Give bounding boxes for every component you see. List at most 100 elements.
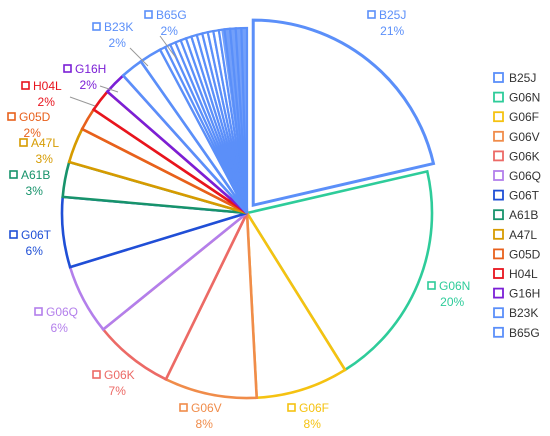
legend-item-b23k[interactable]: B23K (493, 306, 538, 320)
legend-label: G06Q (509, 169, 541, 183)
slice-label-category: B25J (379, 8, 406, 22)
legend-swatch (493, 326, 504, 338)
legend-swatch (493, 307, 504, 319)
legend-swatch (493, 209, 504, 221)
legend-swatch (493, 130, 504, 142)
legend-item-g16h[interactable]: G16H (493, 287, 540, 301)
slice-label-g06t: G06T 6% (9, 228, 52, 258)
pie-slice-other-dense (221, 28, 247, 213)
legend-swatch (493, 170, 504, 181)
legend-swatch (493, 228, 504, 240)
legend-label: G06V (509, 130, 540, 144)
slice-label-h04l: H04L 2% (21, 79, 62, 109)
legend-item-b65g[interactable]: B65G (493, 326, 540, 340)
legend-label: B25J (509, 71, 536, 85)
legend-label: A47L (509, 228, 537, 242)
slice-label-percent: 8% (196, 417, 214, 431)
legend-item-a47l[interactable]: A47L (493, 228, 537, 242)
leader-line-b23k (129, 47, 149, 67)
legend-item-h04l[interactable]: H04L (493, 267, 538, 281)
slice-label-category: H04L (33, 79, 62, 93)
leader-line-h04l (69, 96, 96, 107)
legend-swatch (493, 91, 504, 103)
legend-item-g06v[interactable]: G06V (493, 130, 540, 144)
slice-label-g06f: G06F 8% (287, 401, 329, 431)
pie-slice-g06v[interactable] (164, 207, 259, 400)
slice-label-percent: 8% (304, 417, 322, 431)
legend-swatch (493, 111, 504, 123)
legend-item-a61b[interactable]: A61B (493, 208, 538, 222)
slice-label-category: A47L (31, 136, 59, 150)
slice-label-category: G16H (75, 62, 106, 76)
slice-label-marker (92, 370, 101, 379)
legend-label: G06T (509, 189, 540, 203)
slice-label-category: G06F (299, 401, 329, 415)
pie-labels: B25J21%G06N20%G06F8%G06V8%G06K7%G06Q6%G0… (7, 8, 470, 431)
slice-label-category: G06N (439, 279, 470, 293)
legend-label: A61B (509, 208, 538, 222)
slice-label-a47l: A47L 3% (19, 136, 59, 166)
legend-label: H04L (509, 267, 538, 281)
slice-label-percent: 21% (380, 24, 404, 38)
slice-label-category: G06K (104, 368, 135, 382)
slice-label-g06v: G06V 8% (179, 401, 222, 431)
slice-label-percent: 20% (440, 295, 464, 309)
legend-swatch (493, 189, 504, 201)
slice-label-percent: 3% (26, 184, 44, 198)
legend-item-g06q[interactable]: G06Q (493, 169, 541, 183)
slice-label-category: G05D (19, 110, 51, 124)
slice-label-category: G06V (191, 401, 222, 415)
legend-item-g06k[interactable]: G06K (493, 149, 540, 163)
slice-label-percent: 2% (161, 24, 179, 38)
legend-label: G06N (509, 91, 540, 105)
pie-slice-b25j[interactable] (251, 18, 436, 208)
slice-label-category: G06T (21, 228, 52, 242)
slice-label-percent: 3% (36, 152, 54, 166)
slice-label-marker (144, 10, 153, 19)
slice-label-percent: 2% (80, 78, 98, 92)
slice-label-category: G06Q (46, 305, 78, 319)
slice-label-marker (34, 307, 43, 316)
legend-label: G05D (509, 247, 541, 261)
legend-label: G16H (509, 287, 540, 301)
slice-label-marker (7, 112, 16, 121)
legend-swatch (493, 72, 504, 83)
slice-label-percent: 2% (109, 36, 127, 50)
label-leader-lines (69, 35, 177, 107)
slice-label-marker (92, 22, 101, 31)
slice-label-marker (9, 170, 18, 179)
slice-label-marker (63, 64, 72, 73)
legend-item-b25j[interactable]: B25J (493, 71, 536, 85)
legend-swatch (493, 248, 504, 260)
slice-label-g06n: G06N 20% (427, 279, 470, 309)
slice-label-marker (427, 281, 436, 290)
slice-label-b65g: B65G 2% (144, 8, 187, 38)
legend-swatch (493, 287, 504, 299)
slice-label-g05d: G05D 2% (7, 110, 51, 140)
legend-item-g06n[interactable]: G06N (493, 91, 540, 105)
slice-label-marker (21, 81, 30, 90)
legend-label: B23K (509, 306, 538, 320)
slice-label-percent: 2% (24, 126, 42, 140)
legend-item-g06t[interactable]: G06T (493, 189, 540, 203)
slice-label-b25j: B25J 21% (367, 8, 406, 38)
slice-label-percent: 6% (26, 244, 44, 258)
slice-label-b23k: B23K 2% (92, 20, 133, 50)
legend-label: G06K (509, 149, 540, 163)
slice-label-g06k: G06K 7% (92, 368, 135, 398)
pie-slice-g06n[interactable] (244, 169, 434, 372)
legend-swatch (493, 150, 504, 162)
slice-label-category: A61B (21, 168, 50, 182)
slice-label-marker (9, 230, 18, 239)
leader-line-b65g (159, 35, 177, 59)
slice-label-a61b: A61B 3% (9, 168, 50, 198)
legend-item-g05d[interactable]: G05D (493, 247, 541, 261)
slice-label-category: B23K (104, 20, 133, 34)
slice-label-percent: 6% (51, 321, 69, 335)
legend-item-g06f[interactable]: G06F (493, 110, 539, 124)
pie-slice-g06f[interactable] (245, 208, 347, 400)
slice-label-percent: 7% (109, 384, 127, 398)
slice-label-percent: 2% (38, 95, 56, 109)
legend[interactable]: B25J G06N G06F G06V G06K G06Q G06T A61B A47L G05D… (493, 71, 541, 340)
